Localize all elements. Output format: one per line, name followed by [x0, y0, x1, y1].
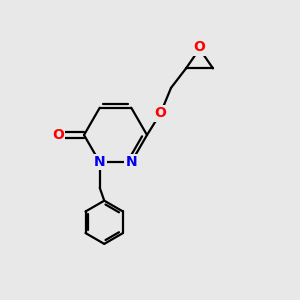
Text: N: N	[94, 155, 106, 169]
Text: O: O	[52, 128, 64, 142]
Text: O: O	[194, 40, 206, 54]
Text: N: N	[125, 155, 137, 169]
Text: O: O	[154, 106, 166, 120]
